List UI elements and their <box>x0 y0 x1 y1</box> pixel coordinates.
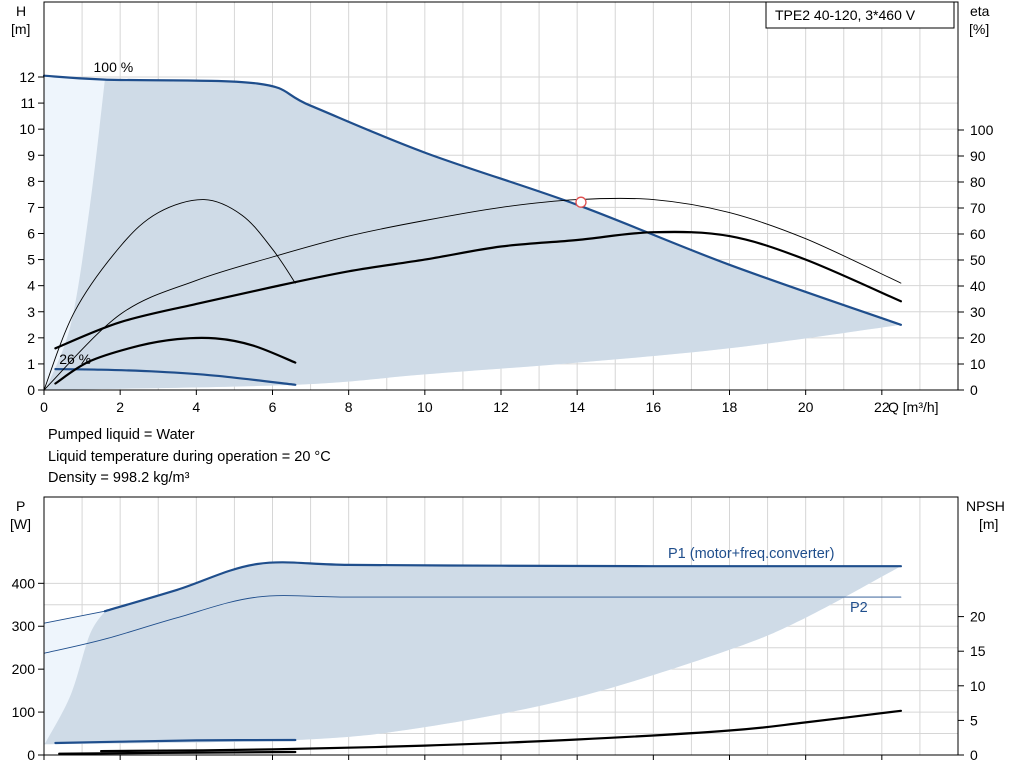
note-pumped-liquid: Pumped liquid = Water <box>48 427 195 443</box>
y-tick-label: 300 <box>12 618 36 634</box>
speed-label-min: 26 % <box>59 351 91 367</box>
y-right-tick-label: 15 <box>970 643 986 659</box>
x-tick-label: 14 <box>569 399 585 415</box>
y-right-tick-label: 10 <box>970 356 986 372</box>
y-right-tick-label: 0 <box>970 747 978 763</box>
series-line-1-4 <box>100 709 902 753</box>
power-yunit: [W] <box>10 516 31 532</box>
x-tick-label: 4 <box>192 399 200 415</box>
qh-yunit-right: [%] <box>969 21 989 37</box>
y-tick-label: 12 <box>19 69 35 85</box>
y-tick-label: 1 <box>27 356 35 372</box>
qh-ticks: 0 2 4 6 8 10 12 14 16 18 20 22012345678910111201020… <box>19 69 993 415</box>
y-tick-label: 100 <box>12 704 36 720</box>
y-tick-label: 7 <box>27 199 35 215</box>
series-label-p1: P1 (motor+freq.converter) <box>668 546 834 562</box>
series-line-0-4 <box>43 199 296 391</box>
x-tick-label: 10 <box>417 399 433 415</box>
qh-chart: 0 2 4 6 8 10 12 14 16 18 20 22012345678910111201020… <box>11 1 994 415</box>
note-density: Density = 998.2 kg/m³ <box>48 470 190 486</box>
x-tick-label: 18 <box>722 399 738 415</box>
y-right-tick-label: 50 <box>970 252 986 268</box>
chart-title-box <box>765 1 955 29</box>
power-yunit-right: [m] <box>979 516 998 532</box>
series-line-0-0 <box>42 74 902 326</box>
y-right-tick-label: 20 <box>970 609 986 625</box>
power-chart: 0 100 200 300 400 0 5 10 15 20 P [W] NPSH [m] P1 … <box>10 496 1005 763</box>
speed-label-max: 100 % <box>94 59 134 75</box>
x-tick-label: 12 <box>493 399 509 415</box>
y-tick-label: 8 <box>27 173 35 189</box>
series-label-p2: P2 <box>850 600 868 616</box>
y-right-tick-label: 80 <box>970 174 986 190</box>
x-tick-label: 16 <box>646 399 662 415</box>
y-right-tick-label: 40 <box>970 278 986 294</box>
y-tick-label: 4 <box>27 278 35 294</box>
y-tick-label: 3 <box>27 304 35 320</box>
series-line-1-0 <box>103 561 902 613</box>
series-line-0-3 <box>54 336 297 385</box>
y-tick-label: 200 <box>12 661 36 677</box>
x-tick-label: 6 <box>269 399 277 415</box>
y-right-tick-label: 20 <box>970 330 986 346</box>
y-right-tick-label: 70 <box>970 200 986 216</box>
qh-yunit: [m] <box>11 21 30 37</box>
series-line-0-5 <box>43 197 902 391</box>
y-right-tick-label: 0 <box>970 382 978 398</box>
qh-ylabel: H <box>16 3 26 19</box>
y-tick-label: 0 <box>27 382 35 398</box>
series-line-1-1 <box>43 595 902 654</box>
power-ticks: 0 100 200 300 400 0 5 10 15 20 <box>12 575 986 763</box>
series-line-1-5 <box>58 750 297 755</box>
power-series <box>43 561 902 755</box>
x-tick-label: 0 <box>40 399 48 415</box>
range-fill-inner <box>44 79 901 390</box>
qh-ylabel-right: eta <box>970 3 990 19</box>
x-tick-label: 8 <box>345 399 353 415</box>
y-tick-label: 0 <box>27 747 35 763</box>
series-line-0-2 <box>54 230 902 350</box>
qh-series <box>42 74 902 391</box>
y-right-tick-label: 90 <box>970 148 986 164</box>
y-tick-label: 6 <box>27 226 35 242</box>
y-tick-label: 9 <box>27 147 35 163</box>
y-right-tick-label: 60 <box>970 226 986 242</box>
y-tick-label: 10 <box>19 121 35 137</box>
x-tick-label: 20 <box>798 399 814 415</box>
x-tick-label: 2 <box>116 399 124 415</box>
y-tick-label: 11 <box>20 95 35 111</box>
x-tick-label: 22 <box>874 399 890 415</box>
chart-title: TPE2 40-120, 3*460 V <box>775 7 916 23</box>
y-tick-label: 2 <box>27 330 35 346</box>
power-ylabel: P <box>16 498 25 514</box>
power-ylabel-right: NPSH <box>966 498 1005 514</box>
range-fill-inner <box>44 562 901 745</box>
duty-point-marker <box>575 196 587 208</box>
series-line-1-2 <box>54 738 297 745</box>
power-operating-range <box>44 562 901 745</box>
y-right-tick-label: 30 <box>970 304 986 320</box>
y-right-tick-label: 100 <box>970 122 994 138</box>
y-tick-label: 5 <box>27 252 35 268</box>
qh-operating-range <box>44 75 901 390</box>
series-line-0-1 <box>54 368 297 386</box>
qh-xlabel: Q [m³/h] <box>888 399 939 415</box>
y-right-tick-label: 5 <box>970 712 978 728</box>
series-line-1-3 <box>43 610 106 624</box>
note-liquid-temperature: Liquid temperature during operation = 20… <box>48 449 331 465</box>
y-right-tick-label: 10 <box>970 678 986 694</box>
y-tick-label: 400 <box>12 575 36 591</box>
